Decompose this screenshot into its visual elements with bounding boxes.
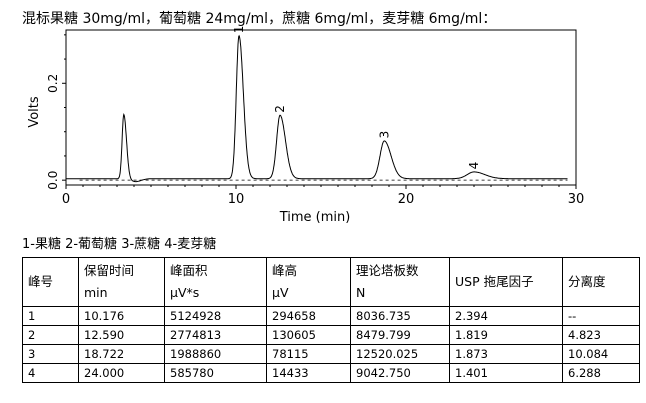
table-row: 3 18.722 1988860 78115 12520.025 1.873 10.084 [22,344,640,364]
x-tick-label: 20 [398,192,415,207]
x-axis-label: Time (min) [279,210,351,225]
table-cell: 294658 [266,306,351,326]
header-text: 峰号 [28,274,54,289]
table-cell: 1 [22,306,79,326]
x-tick-label: 10 [228,192,245,207]
table-cell: 9042.750 [350,363,450,383]
header-text: N [356,285,366,300]
table-header-cell: 峰号 [22,257,79,307]
table-cell: 12.590 [78,325,165,345]
table-cell: 1.401 [449,363,563,383]
table-cell: 1988860 [164,344,267,364]
header-text: μV*s [170,285,200,300]
table-cell: 5124928 [164,306,267,326]
table-row: 4 24.000 585780 14433 9042.750 1.401 6.288 [22,363,640,383]
table-cell: 585780 [164,363,267,383]
table-header-cell: USP 拖尾因子 [449,257,563,307]
table-cell: 2.394 [449,306,563,326]
header-text: 保留时间 [84,263,135,278]
y-axis-label: Volts [27,96,42,128]
peak-label: 2 [273,105,287,113]
table-cell: 6.288 [562,363,640,383]
table-header-cell: 保留时间 min [78,257,165,307]
y-tick-label: 0.2 [46,74,60,93]
table-cell: 2 [22,325,79,345]
header-text: min [84,285,108,300]
table-cell: 10.176 [78,306,165,326]
header-text: μV [272,285,289,300]
table-cell: -- [562,306,640,326]
table-cell: 12520.025 [350,344,450,364]
table-row: 1 10.176 5124928 294658 8036.735 2.394 -- [22,306,640,326]
header-text: 理论塔板数 [356,263,419,278]
table-cell: 24.000 [78,363,165,383]
plot-frame [65,29,577,186]
table-cell: 4.823 [562,325,640,345]
table-cell: 18.722 [78,344,165,364]
table-cell: 1.819 [449,325,563,345]
table-header-cell: 分离度 [562,257,640,307]
results-table: 峰号 保留时间 min 峰面积 μV*s 峰高 μV 理论塔板数 N USP 拖尾因子 分离度 1 10… [22,257,640,383]
table-cell: 10.084 [562,344,640,364]
chart-trace [66,34,568,183]
chart-ticks: 0 10 20 30 0.0 0.2 [46,34,585,207]
x-tick-label: 0 [62,192,70,207]
y-tick-label: 0.0 [46,171,60,190]
table-cell: 2774813 [164,325,267,345]
table-header-cell: 峰高 μV [266,257,351,307]
chart-peak-labels: 1 2 3 4 [232,26,481,170]
peak-label: 3 [377,131,391,139]
header-text: 分离度 [568,274,606,289]
table-cell: 8036.735 [350,306,450,326]
peak-label: 4 [467,162,481,170]
chart-axes [65,29,577,186]
header-text: 峰面积 [170,263,208,278]
header-text: USP 拖尾因子 [455,274,534,289]
header-text: 峰高 [272,263,298,278]
table-cell: 78115 [266,344,351,364]
peak-legend: 1-果糖 2-葡萄糖 3-蔗糖 4-麦芽糖 [22,237,217,252]
table-header-cell: 峰面积 μV*s [164,257,267,307]
table-header-cell: 理论塔板数 N [350,257,450,307]
table-row: 2 12.590 2774813 130605 8479.799 1.819 4.823 [22,325,640,345]
page-title: 混标果糖 30mg/ml，葡萄糖 24mg/ml，蔗糖 6mg/ml，麦芽糖 6… [22,11,497,27]
table-cell: 14433 [266,363,351,383]
table-cell: 130605 [266,325,351,345]
x-tick-label: 30 [568,192,585,207]
chromatogram-line [66,34,568,183]
chromatogram-chart: 0 10 20 30 0.0 0.2 1 2 3 4 Time (min) Volts [27,26,585,225]
table-cell: 8479.799 [350,325,450,345]
peak-label: 1 [232,26,246,34]
table-cell: 3 [22,344,79,364]
table-header-row: 峰号 保留时间 min 峰面积 μV*s 峰高 μV 理论塔板数 N USP 拖尾因子 分离度 [22,257,640,307]
table-cell: 4 [22,363,79,383]
table-cell: 1.873 [449,344,563,364]
